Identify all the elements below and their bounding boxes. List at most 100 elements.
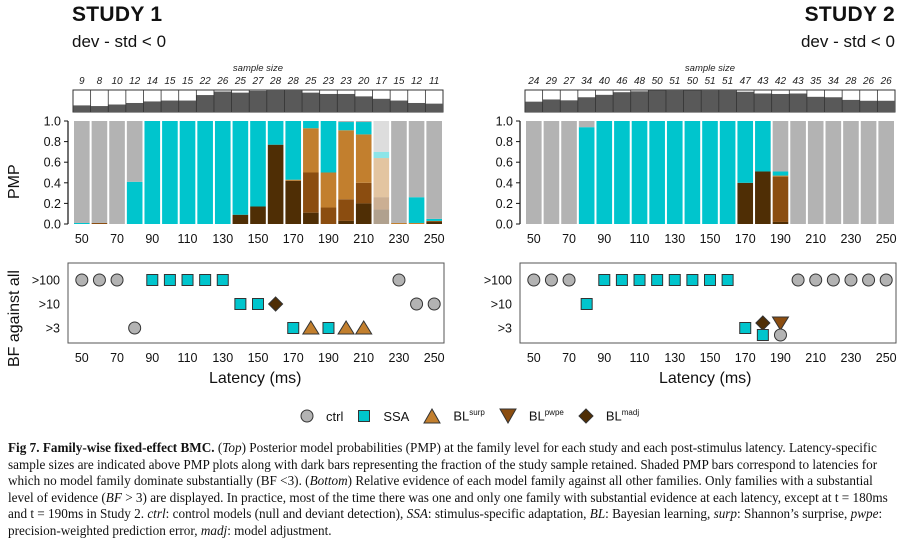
- sample-retained-bar: [266, 90, 285, 112]
- pmp-bar-ctrl: [355, 121, 372, 123]
- study-2-title: STUDY 2: [804, 3, 895, 26]
- sample-size-value: 34: [581, 76, 593, 87]
- bf-x-tick-label: 210: [805, 351, 826, 365]
- bf-x-tick-label: 70: [562, 351, 576, 365]
- sample-size-value: 23: [322, 76, 335, 87]
- bf-x-tick-label: 110: [630, 351, 650, 365]
- sample-size-value: 20: [357, 76, 370, 87]
- sample-size-value: 27: [562, 76, 575, 87]
- sample-size-value: 22: [199, 76, 212, 87]
- sample-retained-bar: [859, 100, 878, 112]
- sample-retained-bar: [407, 102, 426, 112]
- caption-text: : stimulus-specific adaptation,: [427, 506, 590, 522]
- pmp-bar-ctrl: [126, 121, 143, 182]
- pmp-bar-ssa: [719, 121, 736, 224]
- legend-item-bl-pwpe: BLpwpe: [498, 408, 564, 424]
- bf-x-tick-label: 50: [75, 351, 89, 365]
- bf-marker-ctrl: [826, 273, 840, 287]
- bf-x-tick-label: 90: [145, 351, 159, 365]
- sample-size-value: 23: [340, 76, 353, 87]
- pmp-bar-ssa: [320, 121, 337, 173]
- sample-size-value: 15: [182, 76, 194, 87]
- pmp-bar-ssa: [596, 121, 613, 224]
- pmp-bar-ssa: [373, 151, 390, 159]
- pmp-y-tick-label: 1.0: [496, 115, 513, 129]
- sample-retained-bar: [213, 91, 232, 112]
- pmp-bar-ctrl: [74, 121, 90, 223]
- bf-x-tick-label: 190: [770, 351, 791, 365]
- legend-label-ctrl: ctrl: [326, 408, 344, 424]
- pmp-bar-ssa: [232, 121, 249, 215]
- pmp-x-tick-label: 230: [389, 232, 410, 246]
- sample-retained-bar: [231, 92, 250, 112]
- sample-retained-bar: [302, 92, 320, 112]
- pmp-bar-ssa: [631, 121, 648, 224]
- bf-marker-ssa: [216, 274, 229, 286]
- square-marker-icon: [358, 410, 371, 422]
- pmp-bar-surp: [355, 134, 372, 183]
- pmp-bar-ssa: [355, 122, 372, 135]
- pmp-bar-ssa: [179, 121, 196, 224]
- pmp-bar-madj: [373, 209, 390, 224]
- study-2-subtitle: dev - std < 0: [800, 32, 895, 51]
- sample-retained-bar: [108, 104, 126, 112]
- bf-marker-ssa: [580, 298, 593, 310]
- pmp-bar-ssa: [578, 127, 595, 224]
- caption-fig-number: Fig 7.: [8, 440, 40, 455]
- pmp-x-tick-label: 130: [212, 232, 233, 246]
- bf-x-tick-label: 230: [841, 351, 862, 365]
- pmp-x-tick-label: 130: [664, 232, 685, 246]
- bf-x-tick-label: 130: [664, 351, 685, 365]
- pmp-y-tick-label: 0.8: [44, 135, 61, 149]
- study-1-chart: sample size 9 8 10 12 14 15 15 22 26 25 27 28 28 25 23 2…: [32, 63, 445, 365]
- bf-marker-ctrl: [128, 321, 142, 335]
- bf-marker-surp: [301, 320, 320, 335]
- bf-marker-surp: [354, 320, 373, 335]
- bf-x-tick-label: 130: [212, 351, 233, 365]
- sample-size-value: 8: [97, 76, 103, 87]
- pmp-y-tick-label: 0.0: [496, 218, 513, 232]
- sample-retained-bar: [73, 105, 91, 112]
- sample-size-label: sample size: [685, 63, 735, 74]
- pmp-bar-surp: [338, 130, 354, 200]
- pmp-x-tick-label: 110: [630, 232, 650, 246]
- bf-marker-ctrl: [562, 273, 576, 287]
- pmp-x-tick-label: 170: [283, 232, 304, 246]
- sample-retained-bar: [390, 100, 408, 112]
- legend-sup-madj: madj: [621, 408, 640, 418]
- pmp-y-tick-label: 0.2: [44, 197, 61, 211]
- bf-marker-ctrl: [809, 273, 823, 287]
- pmp-x-tick-label: 150: [700, 232, 721, 246]
- legend-item-bl-madj: BLmadj: [578, 408, 639, 424]
- sample-size-value: 26: [862, 76, 875, 87]
- bf-marker-ssa: [234, 298, 247, 310]
- pmp-bar-ctrl: [578, 121, 595, 128]
- pmp-bar-surp: [303, 128, 319, 173]
- pmp-y-tick-label: 0.4: [44, 176, 61, 190]
- sample-retained-bar: [425, 103, 443, 112]
- pmp-bar-ctrl: [408, 121, 425, 198]
- pmp-x-tick-label: 90: [145, 232, 159, 246]
- sample-size-value: 12: [129, 76, 141, 87]
- legend-label-bl-surp: BL: [453, 408, 470, 424]
- sample-retained-bar: [824, 97, 843, 112]
- pmp-bar-ssa: [614, 121, 630, 224]
- sample-size-value: 28: [287, 76, 300, 87]
- sample-retained-bar: [665, 90, 684, 112]
- sample-size-value: 28: [269, 76, 282, 87]
- sample-size-value: 24: [527, 76, 540, 87]
- pmp-bar-madj: [355, 203, 372, 224]
- pmp-bar-ctrl: [878, 121, 894, 224]
- sample-size-value: 40: [599, 76, 611, 87]
- pmp-bar-surp: [320, 172, 337, 208]
- pmp-bar-ssa: [144, 121, 161, 224]
- sample-retained-bar: [630, 91, 649, 112]
- bf-x-tick-label: 250: [876, 351, 897, 365]
- pmp-bar-surp: [285, 179, 302, 181]
- pmp-bar-ssa: [267, 121, 284, 145]
- bf-marker-ssa: [739, 322, 752, 334]
- sample-retained-bar: [736, 91, 755, 112]
- sample-retained-bar: [372, 98, 391, 112]
- pmp-x-tick-label: 50: [527, 232, 541, 246]
- sample-size-value: 48: [634, 76, 646, 87]
